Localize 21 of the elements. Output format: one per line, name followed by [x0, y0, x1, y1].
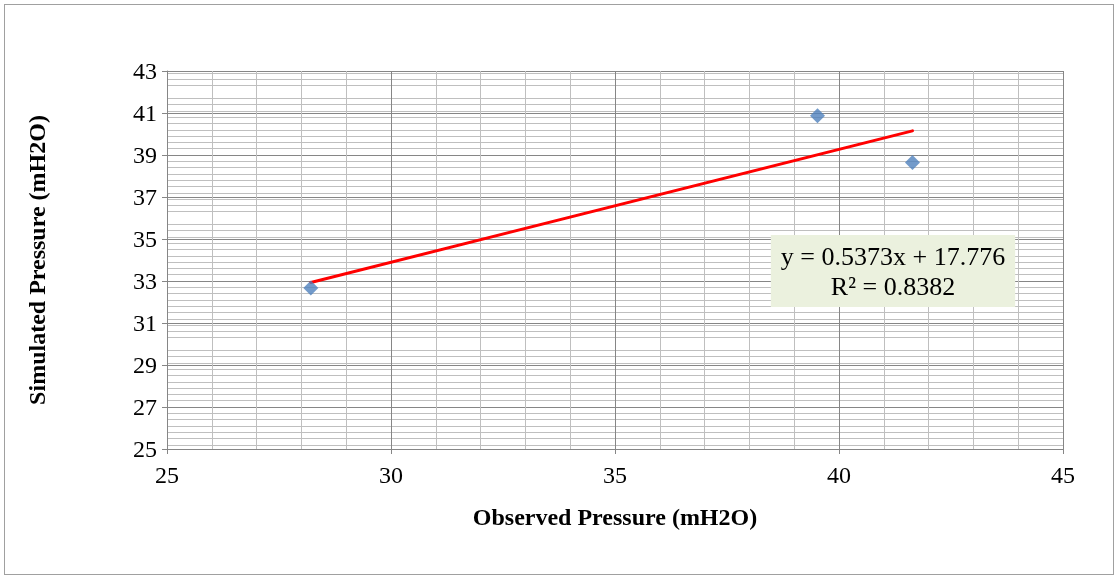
x-axis-title: Observed Pressure (mH2O) — [472, 504, 758, 530]
y-tick-label: 27 — [133, 394, 157, 420]
y-tick-label: 29 — [133, 352, 157, 378]
y-axis-title: Simulated Pressure (mH2O) — [24, 115, 50, 405]
y-tick-label: 37 — [133, 184, 157, 210]
x-tick-label: 45 — [1051, 462, 1075, 488]
point — [303, 280, 319, 296]
x-tick-label: 35 — [603, 462, 627, 488]
y-tick-label: 31 — [133, 310, 157, 336]
y-tick-label: 33 — [133, 268, 157, 294]
x-tick-label: 40 — [827, 462, 851, 488]
point — [904, 155, 920, 171]
annotation: y = 0.5373x + 17.776 R² = 0.8382 — [780, 241, 1006, 301]
x-tick-label: 25 — [155, 462, 179, 488]
y-tick-label: 39 — [133, 142, 157, 168]
y-tick-label: 25 — [133, 436, 157, 462]
y-tick-label: 43 — [133, 58, 157, 84]
point — [810, 108, 825, 124]
x-tick-label: 30 — [379, 462, 403, 488]
y-tick-label: 35 — [133, 226, 157, 252]
y-tick-label: 41 — [133, 100, 157, 126]
